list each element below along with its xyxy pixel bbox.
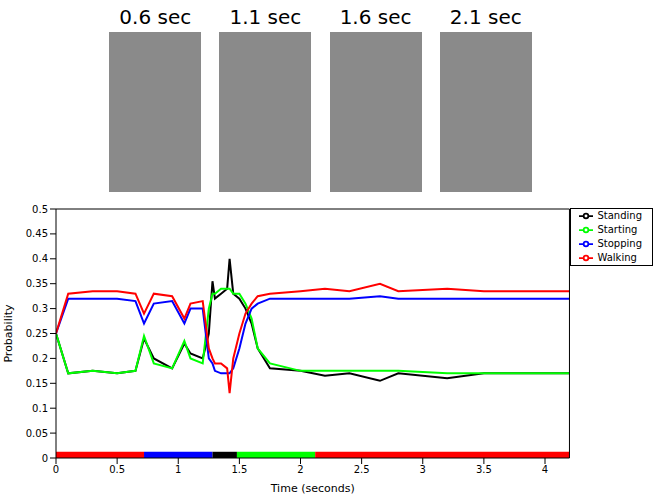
svg-text:Probability: Probability xyxy=(2,304,15,363)
html-text:1.6 sec: 1.6 sec xyxy=(339,5,412,29)
html-text:Standing: Standing xyxy=(597,210,642,221)
svg-text:0.25: 0.25 xyxy=(26,328,48,339)
svg-text:0.3: 0.3 xyxy=(32,303,48,314)
svg-text:3.5: 3.5 xyxy=(476,464,492,475)
svg-text:1: 1 xyxy=(175,464,181,475)
svg-text:0.45: 0.45 xyxy=(26,228,48,239)
svg-text:0.35: 0.35 xyxy=(26,278,48,289)
svg-text:0.4: 0.4 xyxy=(32,253,48,264)
html-text:0.6 sec: 0.6 sec xyxy=(119,5,192,29)
svg-text:0.15: 0.15 xyxy=(26,378,48,389)
html-text:Walking: Walking xyxy=(597,252,637,263)
svg-text:0.5: 0.5 xyxy=(109,464,125,475)
svg-text:0: 0 xyxy=(42,453,48,464)
html-text:1.1 sec: 1.1 sec xyxy=(229,5,302,29)
svg-text:Time (seconds): Time (seconds) xyxy=(270,482,355,495)
svg-text:0.05: 0.05 xyxy=(26,428,48,439)
html-text:2.1 sec: 2.1 sec xyxy=(449,5,522,29)
svg-text:0.1: 0.1 xyxy=(32,403,48,414)
html-text:Starting: Starting xyxy=(597,224,638,235)
svg-text:2.5: 2.5 xyxy=(354,464,370,475)
svg-text:0: 0 xyxy=(53,464,59,475)
html-text:Stopping: Stopping xyxy=(597,238,642,249)
svg-text:0.2: 0.2 xyxy=(32,353,48,364)
svg-text:2: 2 xyxy=(297,464,303,475)
svg-text:1.5: 1.5 xyxy=(231,464,247,475)
svg-text:0.5: 0.5 xyxy=(32,204,48,215)
svg-text:3: 3 xyxy=(420,464,426,475)
svg-text:4: 4 xyxy=(542,464,548,475)
